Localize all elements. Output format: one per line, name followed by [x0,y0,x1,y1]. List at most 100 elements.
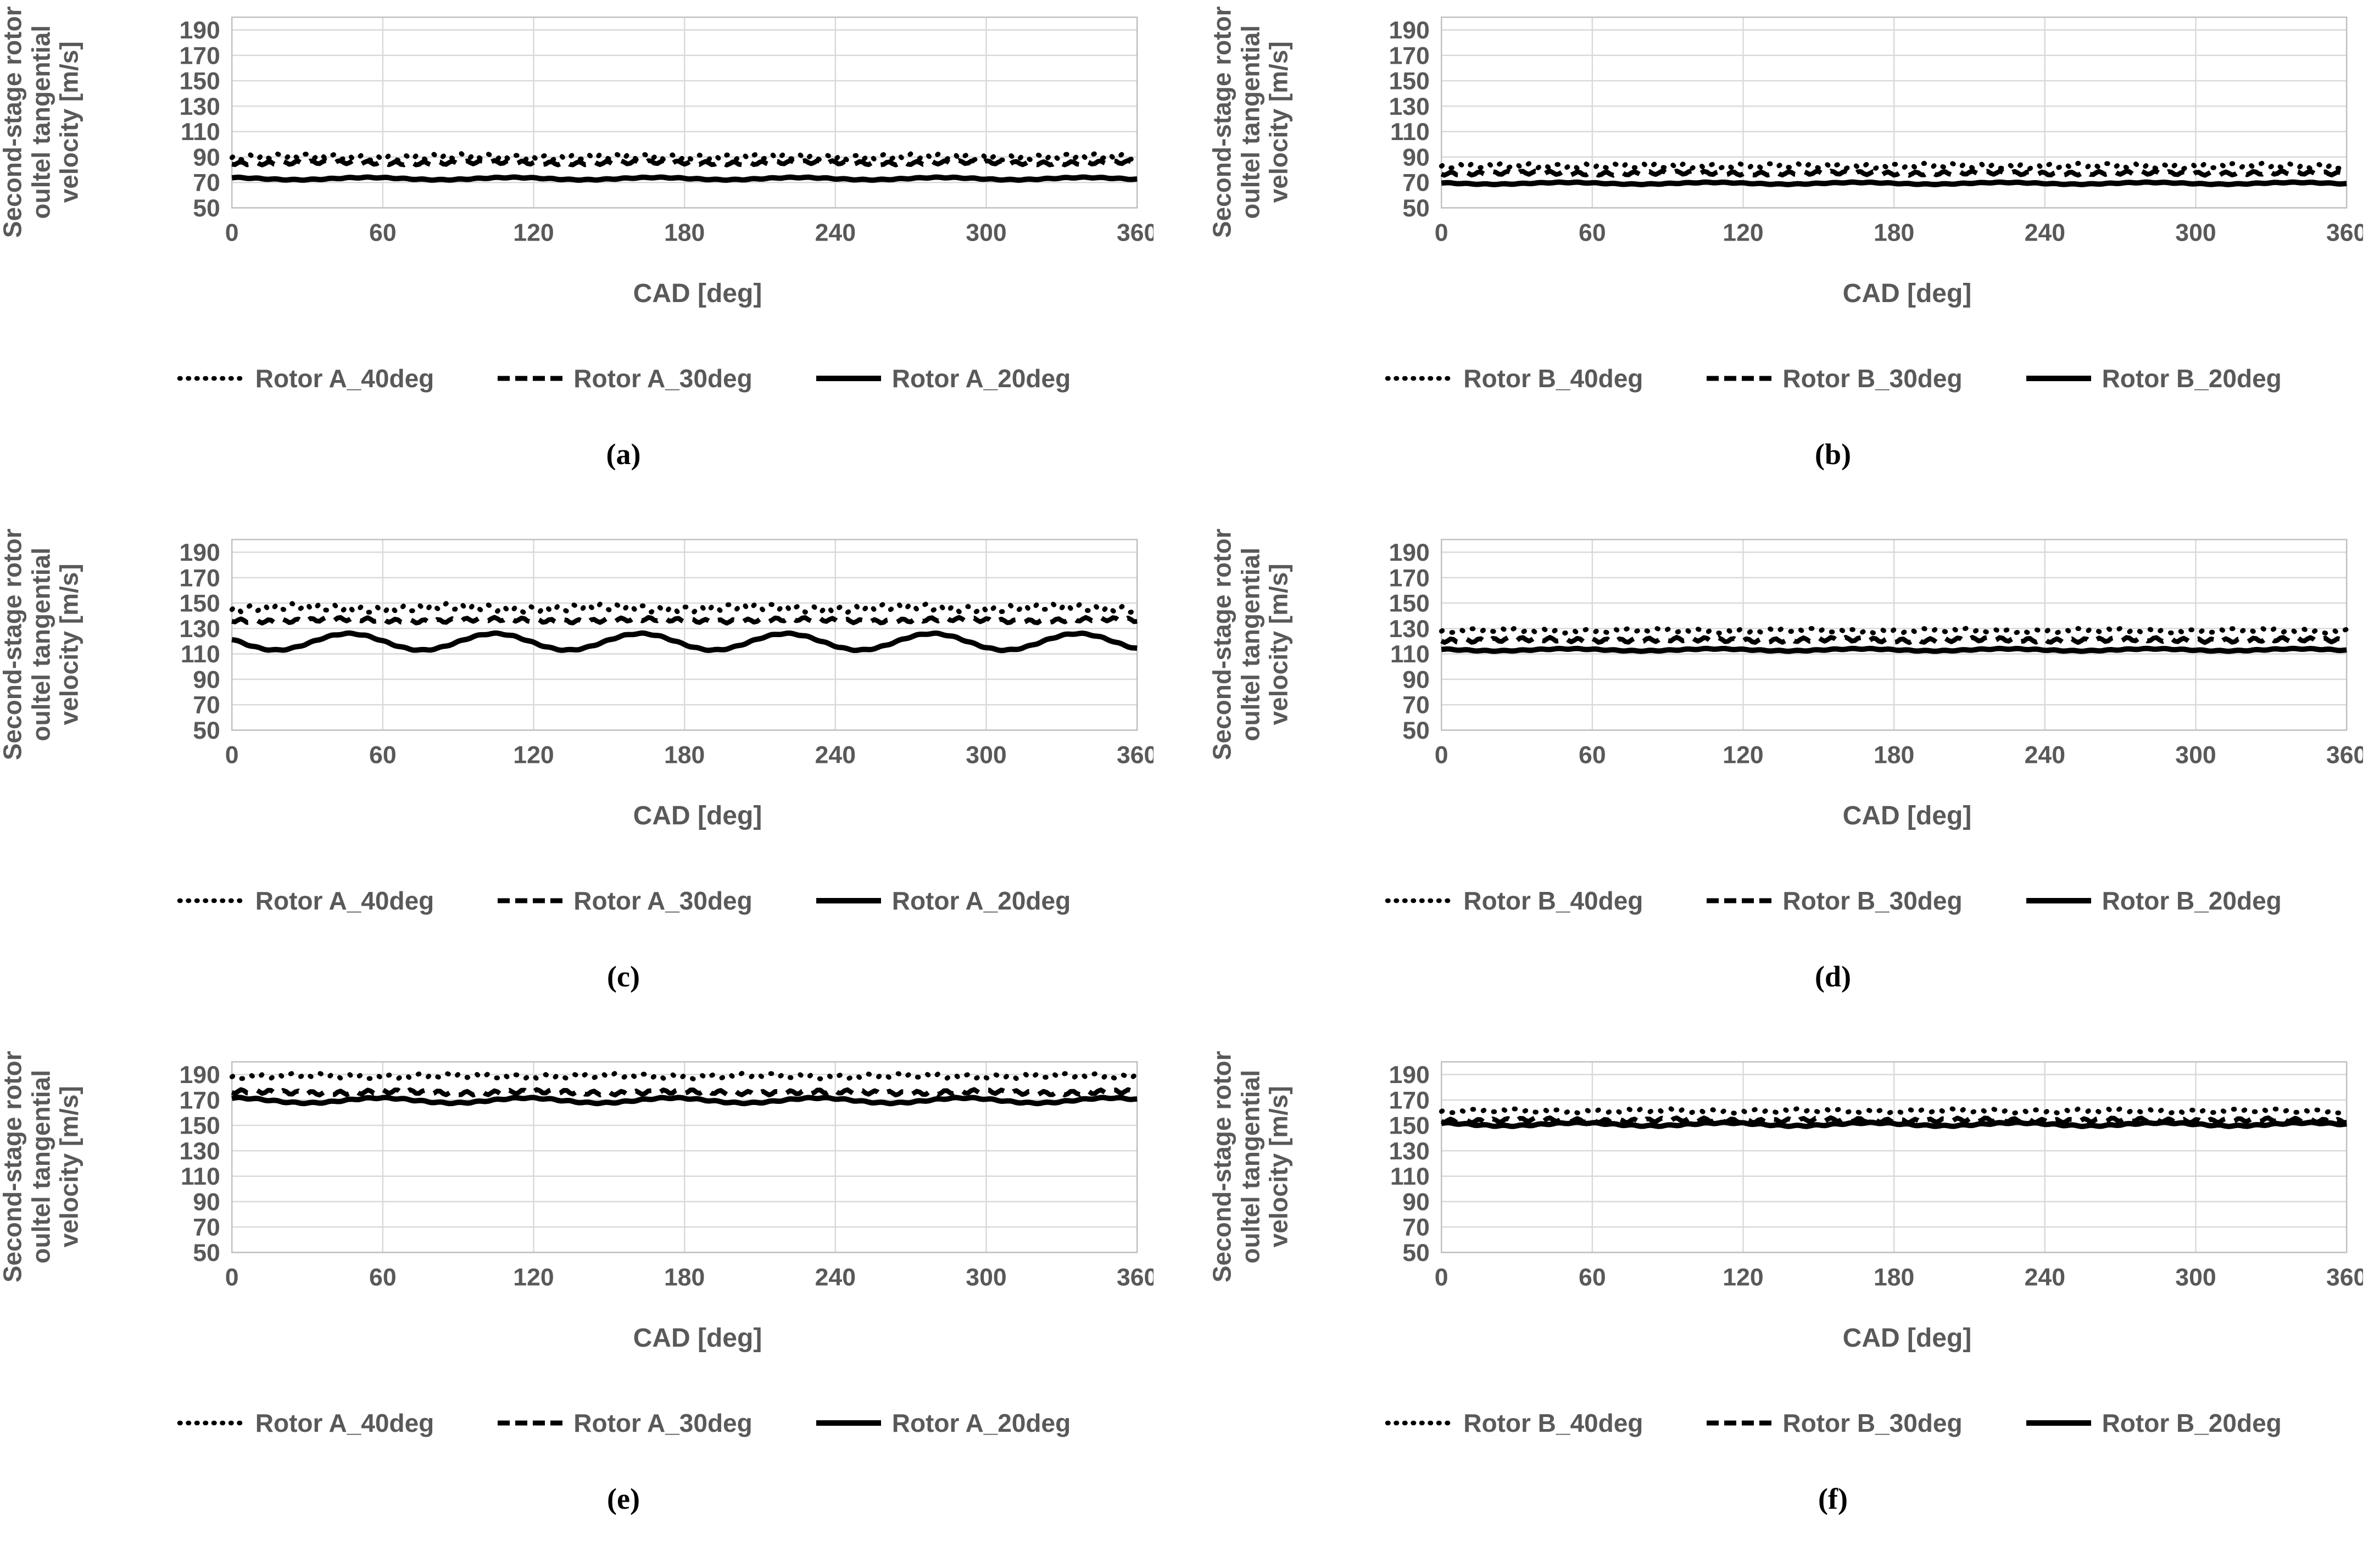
y-axis-title-line3: velocity [m/s] [54,1086,83,1247]
plot-row: Second-stage rotor oultel tangential vel… [1207,528,2374,790]
legend-item: Rotor A_20deg [813,1408,1071,1438]
y-axis-title-line1: Second-stage rotor [0,528,27,760]
legend-item: Rotor B_30deg [1703,886,1963,916]
legend-label: Rotor B_40deg [1463,1409,1643,1437]
legend-dotted-line-icon [177,376,247,381]
y-axis-title: Second-stage rotor oultel tangential vel… [1208,6,1294,238]
y-tick-label: 130 [179,616,220,643]
y-axis-title-text: Second-stage rotor oultel tangential vel… [0,528,83,760]
x-tick-label: 360 [1117,742,1153,769]
x-tick-label: 240 [2025,742,2065,769]
x-tick-label: 180 [1874,1264,1914,1291]
y-tick-label: 170 [179,42,220,69]
x-tick-label: 60 [1579,1264,1606,1291]
y-tick-label: 70 [193,1214,220,1241]
legend-label: Rotor A_30deg [573,364,753,393]
x-axis-title: CAD [deg] [633,1324,762,1353]
x-axis-title: CAD [deg] [1842,801,1972,830]
y-axis-title-line3: velocity [m/s] [1264,563,1293,725]
y-tick-label: 70 [193,692,220,719]
x-tick-label: 0 [225,742,239,769]
x-tick-label: 300 [2175,220,2216,247]
panel-caption: (f) [1818,1482,1848,1515]
legend-item: Rotor B_20deg [2023,1408,2282,1438]
y-axis-title-line2: oultel tangential [26,1069,55,1264]
y-axis-title-line1: Second-stage rotor [1207,6,1236,238]
y-axis-title-line1: Second-stage rotor [1207,528,1236,760]
legend-dashed-line-icon [498,898,563,903]
legend-dashed-line-icon [498,1420,563,1426]
x-tick-label: 120 [1723,1264,1763,1291]
x-tick-label: 0 [1435,742,1448,769]
legend-item: Rotor A_30deg [494,1408,753,1438]
y-tick-label: 90 [193,144,220,171]
y-axis-title-line1: Second-stage rotor [1207,1051,1236,1282]
y-tick-label: 170 [179,1087,220,1114]
y-tick-label: 90 [1402,1188,1430,1215]
x-tick-label: 120 [513,220,554,247]
legend-solid-line-icon [816,1420,881,1426]
legend-label: Rotor A_20deg [891,364,1071,393]
y-tick-label: 150 [1389,68,1429,95]
x-tick-label: 300 [2175,1264,2216,1291]
legend-item: Rotor A_40deg [176,886,434,916]
legend-solid-line-icon [2026,376,2091,381]
y-tick-label: 130 [1389,1138,1429,1165]
plot-row: Second-stage rotor oultel tangential vel… [0,528,1164,790]
legend-label: Rotor B_30deg [1782,364,1963,393]
y-tick-label: 50 [1402,717,1430,744]
y-axis-title-line3: velocity [m/s] [54,41,83,203]
y-tick-label: 150 [1389,1113,1429,1140]
y-tick-label: 190 [179,539,220,566]
chart-panel-f: Second-stage rotor oultel tangential vel… [1207,1045,2374,1567]
y-axis-title-line1: Second-stage rotor [0,6,27,238]
x-tick-label: 180 [664,742,705,769]
y-tick-label: 50 [193,1240,220,1266]
y-axis-title-line2: oultel tangential [1236,25,1265,219]
x-tick-label: 240 [815,1264,856,1291]
legend-label: Rotor A_20deg [891,886,1071,915]
y-axis-title: Second-stage rotor oultel tangential vel… [0,1051,83,1282]
x-tick-label: 360 [1117,1264,1153,1291]
legend-solid-line-icon [816,376,881,381]
x-tick-label: 0 [225,1264,239,1291]
legend-item: Rotor B_40deg [1384,1408,1643,1438]
y-tick-label: 130 [1389,93,1429,120]
legend-label: Rotor A_20deg [891,1409,1071,1437]
y-axis-title-line3: velocity [m/s] [1264,1086,1293,1247]
legend-item: Rotor A_20deg [813,364,1071,393]
legend-dashed-line-icon [498,376,563,381]
y-tick-label: 110 [1390,641,1430,668]
series-line-dashed [231,158,1138,168]
panel-caption: (a) [606,438,641,471]
legend-dashed-line-icon [1707,898,1772,903]
y-tick-label: 190 [179,17,220,44]
legend: Rotor A_40deg Rotor A_30deg Rotor A_20de… [0,886,1164,916]
x-tick-label: 300 [966,220,1006,247]
legend-dotted-line-icon [1385,376,1455,381]
y-axis-title: Second-stage rotor oultel tangential vel… [1207,1051,1293,1282]
y-axis-title-text: Second-stage rotor oultel tangential vel… [1208,6,1294,238]
plot-frame [231,1061,1138,1253]
legend-item: Rotor A_30deg [494,364,753,393]
y-tick-label: 170 [1389,1087,1429,1114]
x-tick-label: 60 [1579,220,1606,247]
y-tick-label: 130 [179,1138,220,1165]
legend-label: Rotor A_30deg [573,886,753,915]
legend-item: Rotor B_40deg [1384,364,1643,393]
plot-row: Second-stage rotor oultel tangential vel… [1208,6,2374,267]
series-line-dotted [1439,626,2349,636]
legend-item: Rotor B_30deg [1703,1408,1963,1438]
x-tick-label: 120 [1723,742,1763,769]
plot-frame [1440,539,2348,731]
y-tick-label: 90 [193,666,220,693]
y-tick-label: 150 [1389,590,1429,617]
y-axis-title-line2: oultel tangential [1236,1069,1265,1264]
series-line-dashed [231,615,1138,626]
x-tick-label: 120 [513,742,554,769]
y-tick-label: 150 [179,590,220,617]
